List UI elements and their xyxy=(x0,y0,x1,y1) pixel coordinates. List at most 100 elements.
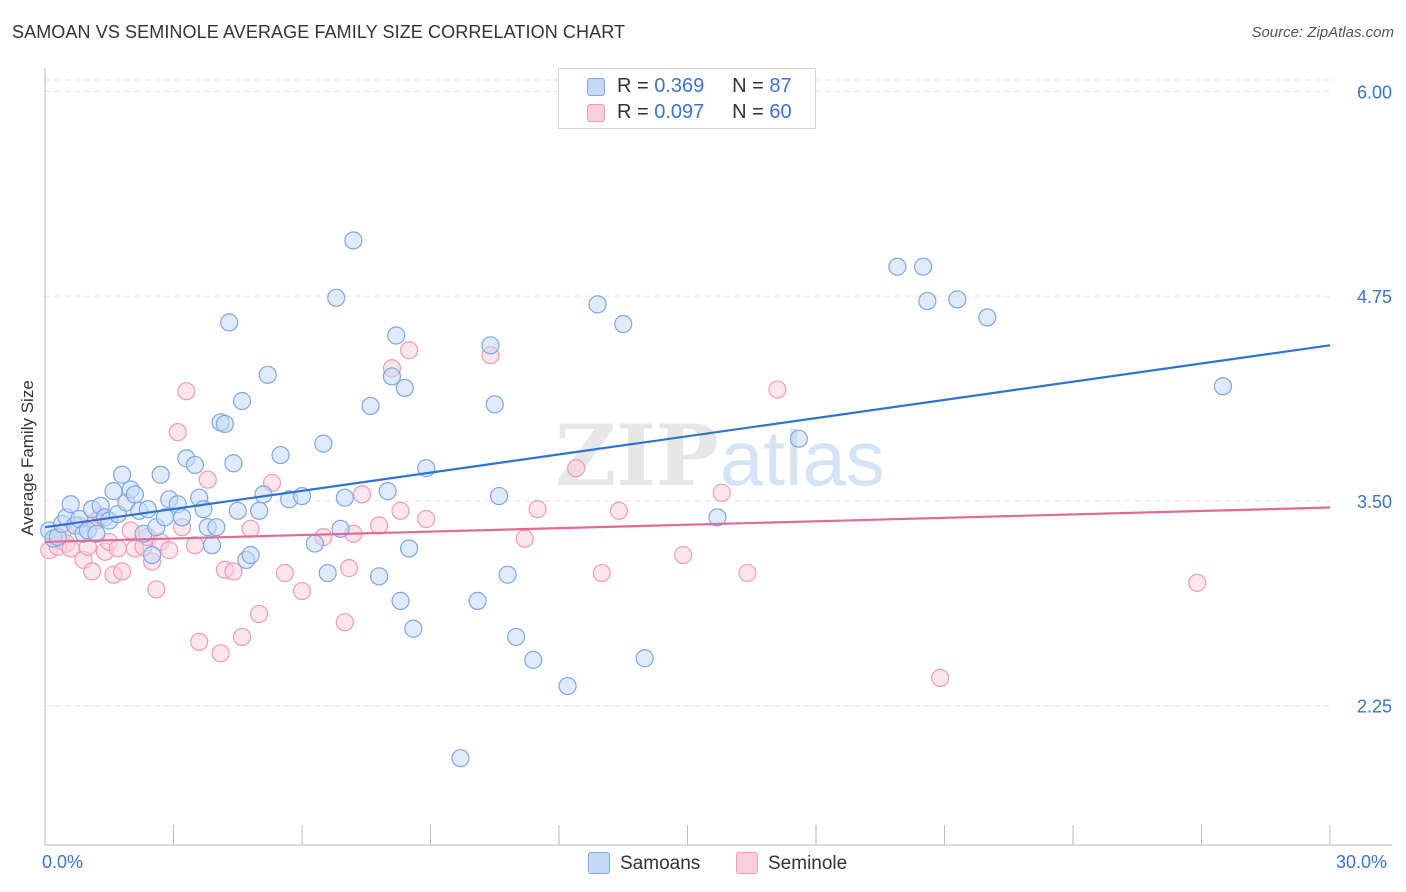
samoans-point-62 xyxy=(382,367,402,386)
samoans-point-59 xyxy=(361,396,380,416)
seminole-point-47 xyxy=(391,501,410,520)
seminole-point-51 xyxy=(515,529,534,548)
samoans-point-80 xyxy=(635,649,654,668)
samoans-point-61 xyxy=(378,482,397,501)
seminole-point-38 xyxy=(275,563,294,583)
seminole-trend-line xyxy=(44,506,1331,544)
seminole-point-25 xyxy=(168,423,187,442)
samoans-point-88 xyxy=(1213,377,1233,396)
seminole-point-45 xyxy=(370,516,389,535)
samoans-point-78 xyxy=(588,295,607,314)
seminole-point-15 xyxy=(108,539,127,558)
y-tick-label-3: 6.00 xyxy=(1357,82,1392,102)
samoans-point-69 xyxy=(451,749,470,768)
samoans-legend-icon xyxy=(588,852,610,874)
samoans-n-value: 87 xyxy=(769,75,792,97)
samoans-point-39 xyxy=(215,414,234,434)
samoans-legend-label: Samoans xyxy=(620,853,701,874)
samoans-point-23 xyxy=(138,500,157,519)
samoans-point-77 xyxy=(558,676,577,696)
legend-r-label: R = xyxy=(617,101,649,123)
x-tick-label-min: 0.0% xyxy=(42,852,84,872)
seminole-point-53 xyxy=(567,459,586,478)
samoans-points xyxy=(40,231,1233,768)
y-tick-label-2: 4.75 xyxy=(1357,287,1392,307)
seminole-point-55 xyxy=(609,501,629,520)
seminole-point-35 xyxy=(241,519,260,538)
samoans-point-17 xyxy=(112,465,132,484)
samoans-point-84 xyxy=(913,257,933,276)
seminole-point-16 xyxy=(112,562,132,581)
samoans-point-48 xyxy=(258,365,277,384)
samoans-point-67 xyxy=(404,619,423,638)
seminole-point-48 xyxy=(399,341,419,360)
seminole-point-60 xyxy=(931,668,950,687)
seminole-point-52 xyxy=(528,500,547,519)
x-tick-label-max: 30.0% xyxy=(1336,852,1388,872)
samoans-point-36 xyxy=(202,536,222,555)
samoans-point-60 xyxy=(370,567,389,586)
seminole-point-39 xyxy=(292,581,312,601)
samoans-point-72 xyxy=(485,395,504,414)
samoans-point-11 xyxy=(87,524,106,543)
samoans-point-87 xyxy=(978,308,997,327)
seminole-point-54 xyxy=(592,563,611,583)
stats-legend: R = 0.369 N = 87 R = 0.097 N = 60 xyxy=(558,68,816,129)
seminole-point-31 xyxy=(211,644,230,663)
samoans-point-76 xyxy=(524,650,543,669)
y-tick-label-0: 2.25 xyxy=(1357,697,1392,717)
y-axis-label: Average Family Size xyxy=(18,380,37,536)
seminole-swatch-icon xyxy=(587,104,605,122)
seminole-legend-label: Seminole xyxy=(768,853,848,874)
legend-r-label: R = xyxy=(617,75,649,97)
samoans-point-75 xyxy=(507,627,526,647)
samoans-point-49 xyxy=(271,445,290,465)
seminole-point-24 xyxy=(160,541,179,560)
seminole-point-58 xyxy=(738,563,757,583)
seminole-point-9 xyxy=(83,562,102,581)
samoans-point-73 xyxy=(489,486,509,506)
seminole-point-44 xyxy=(352,485,372,504)
samoans-point-74 xyxy=(498,565,517,584)
samoans-point-64 xyxy=(391,591,410,610)
seminole-point-29 xyxy=(190,632,209,651)
watermark: ZIP atlas xyxy=(555,406,885,505)
samoans-point-66 xyxy=(399,539,419,558)
samoans-point-5 xyxy=(61,495,80,514)
samoans-point-40 xyxy=(220,313,239,332)
seminole-point-57 xyxy=(712,483,731,502)
seminole-point-41 xyxy=(335,613,354,632)
samoans-point-81 xyxy=(708,508,727,527)
samoans-point-41 xyxy=(224,454,243,473)
samoans-point-70 xyxy=(468,591,487,610)
samoans-r-value: 0.369 xyxy=(654,75,705,97)
seminole-point-42 xyxy=(340,559,359,578)
samoans-point-46 xyxy=(250,501,269,520)
samoans-point-24 xyxy=(142,545,162,565)
seminole-point-22 xyxy=(147,580,166,599)
seminole-point-30 xyxy=(198,470,217,489)
samoans-point-71 xyxy=(481,336,500,355)
samoans-point-58 xyxy=(344,231,363,250)
gridlines xyxy=(45,79,1330,707)
samoans-trend-line xyxy=(44,344,1331,529)
samoans-point-20 xyxy=(125,485,145,504)
seminole-point-28 xyxy=(185,536,205,555)
seminole-point-33 xyxy=(224,562,243,581)
samoans-point-83 xyxy=(888,257,907,276)
seminole-point-61 xyxy=(1188,573,1207,592)
seminole-point-56 xyxy=(674,545,693,565)
samoans-point-57 xyxy=(335,488,354,507)
bottom-legend-samoans: Samoans xyxy=(588,852,700,875)
samoans-point-54 xyxy=(318,563,337,583)
chart-title: SAMOAN VS SEMINOLE AVERAGE FAMILY SIZE C… xyxy=(12,22,626,42)
seminole-point-27 xyxy=(177,382,196,401)
samoans-point-43 xyxy=(232,391,252,411)
samoans-swatch-icon xyxy=(587,78,605,96)
trend-lines xyxy=(44,344,1331,544)
samoans-point-45 xyxy=(241,545,260,565)
samoans-point-26 xyxy=(151,465,170,484)
samoans-point-82 xyxy=(789,429,808,448)
seminole-point-49 xyxy=(417,509,436,529)
